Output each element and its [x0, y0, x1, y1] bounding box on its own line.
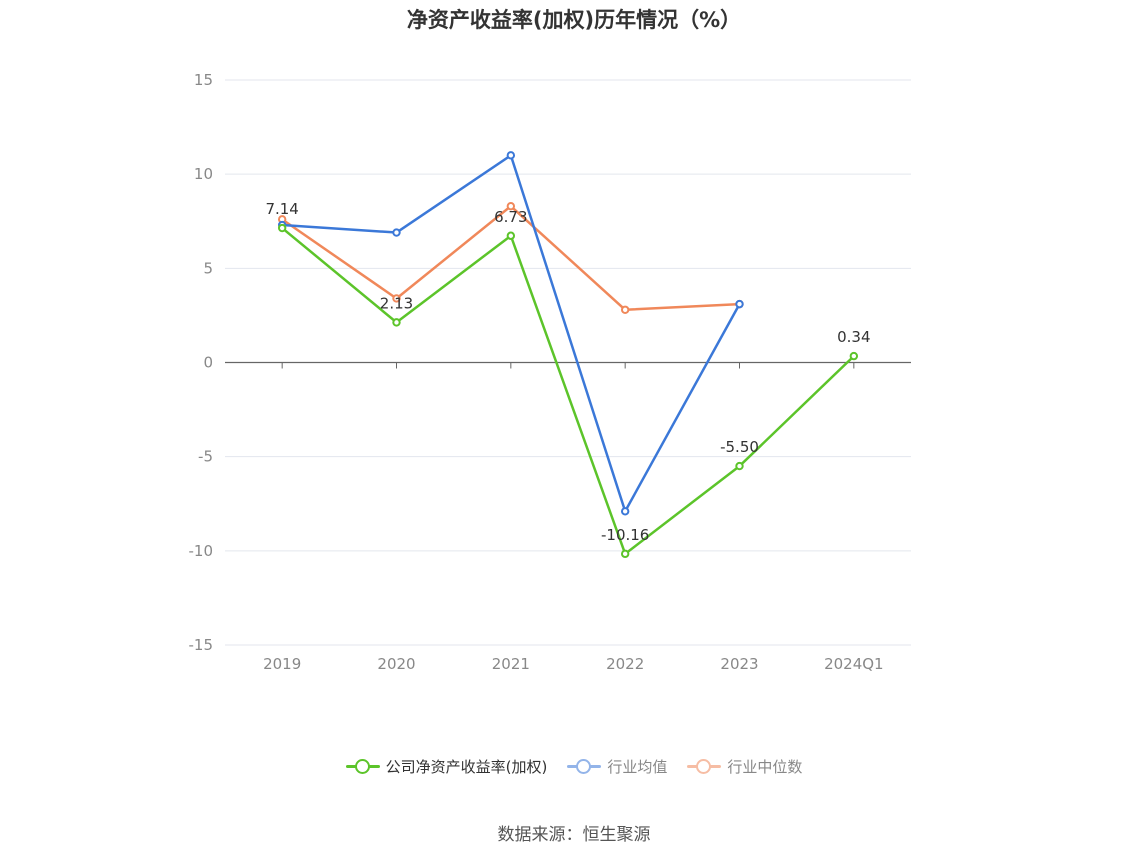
data-point [735, 299, 744, 309]
data-point [620, 549, 630, 559]
data-point [392, 318, 401, 327]
data-point [620, 507, 630, 516]
y-tick-label: 0 [203, 354, 213, 372]
y-tick-label: 15 [194, 71, 213, 89]
legend-item[interactable]: 公司净资产收益率(加权) [345, 756, 548, 777]
x-tick-label: 2023 [720, 655, 758, 673]
x-tick-label: 2024Q1 [824, 655, 884, 673]
y-tick-label: 10 [194, 165, 213, 183]
data-label: 7.14 [265, 200, 298, 218]
legend-label: 行业均值 [607, 758, 668, 776]
legend-marker [345, 759, 380, 774]
data-source: 数据来源：恒生聚源 [497, 825, 651, 845]
y-tick-label: 5 [203, 259, 213, 277]
chart-title: 净资产收益率(加权)历年情况（%） [406, 8, 742, 32]
data-labels: 7.14 2.13 6.73 -10.16 -5.50 0.34 [265, 200, 870, 544]
axes: 15 10 5 0 -5 -10 -15 2019 2020 2021 2022 2023 2024Q1 [189, 71, 911, 673]
grid-lines [225, 79, 911, 646]
x-tick-label: 2021 [492, 655, 530, 673]
data-point [277, 223, 287, 233]
series-line [281, 227, 855, 556]
data-point [506, 231, 516, 240]
data-label: -5.50 [720, 438, 759, 456]
y-tick-label: -5 [198, 448, 213, 466]
plot-area: 15 10 5 0 -5 -10 -15 2019 2020 2021 2022 2023 2024Q1… [189, 71, 911, 673]
data-point [849, 351, 859, 361]
x-tick-label: 2019 [263, 655, 301, 673]
data-point [506, 201, 516, 211]
data-point [506, 151, 516, 160]
x-tick-label: 2022 [606, 655, 644, 673]
data-label: 0.34 [837, 328, 870, 346]
y-tick-label: -15 [189, 636, 214, 654]
data-point [392, 294, 401, 303]
legend-marker [687, 759, 722, 774]
data-point [620, 305, 630, 314]
legend-label: 行业中位数 [727, 758, 803, 776]
data-label: 2.13 [380, 294, 413, 312]
data-point [735, 461, 744, 471]
data-label: -10.16 [601, 526, 649, 544]
series-lines [277, 151, 859, 559]
x-tick-label: 2020 [377, 655, 415, 673]
legend-item[interactable]: 行业均值 [567, 756, 667, 777]
legend-marker [567, 759, 602, 774]
data-point [392, 228, 401, 237]
legend-item[interactable]: 行业中位数 [687, 756, 802, 777]
data-label: 6.73 [494, 208, 527, 226]
legend: 公司净资产收益率(加权) 行业均值 行业中位数 [0, 756, 1148, 777]
y-tick-label: -10 [189, 542, 214, 560]
legend-label: 公司净资产收益率(加权) [385, 758, 548, 776]
